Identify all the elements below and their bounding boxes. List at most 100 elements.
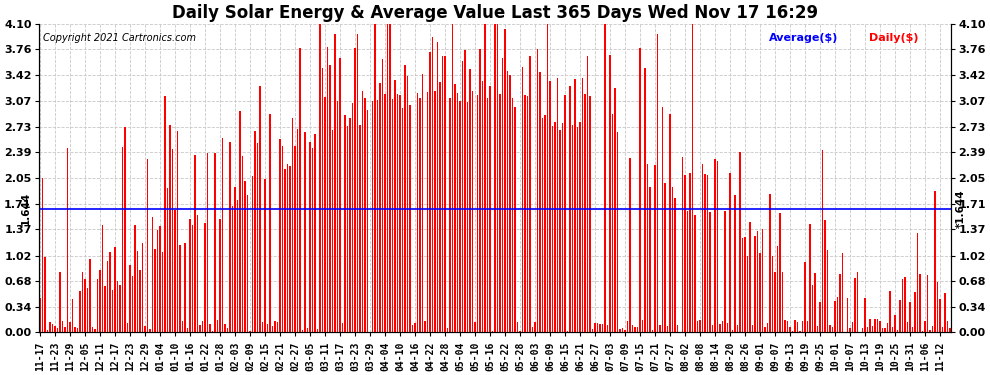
- Bar: [174, 210, 175, 332]
- Bar: [51, 324, 53, 332]
- Bar: [446, 328, 448, 332]
- Bar: [812, 285, 814, 332]
- Bar: [722, 321, 724, 332]
- Bar: [435, 91, 436, 332]
- Bar: [454, 84, 455, 332]
- Bar: [769, 194, 771, 332]
- Bar: [54, 326, 55, 332]
- Bar: [76, 328, 78, 332]
- Bar: [751, 325, 753, 332]
- Bar: [654, 165, 655, 332]
- Bar: [684, 175, 686, 332]
- Bar: [71, 299, 73, 332]
- Bar: [314, 135, 316, 332]
- Bar: [630, 158, 631, 332]
- Bar: [527, 96, 529, 332]
- Bar: [556, 78, 558, 332]
- Bar: [474, 322, 476, 332]
- Bar: [466, 102, 468, 332]
- Bar: [479, 49, 481, 332]
- Bar: [674, 198, 676, 332]
- Bar: [882, 328, 883, 332]
- Bar: [137, 251, 139, 332]
- Bar: [459, 100, 460, 332]
- Bar: [694, 215, 696, 332]
- Bar: [242, 156, 244, 332]
- Bar: [599, 324, 601, 332]
- Bar: [184, 243, 186, 332]
- Bar: [69, 322, 70, 332]
- Bar: [289, 166, 291, 332]
- Bar: [537, 48, 539, 332]
- Bar: [149, 330, 150, 332]
- Bar: [927, 276, 929, 332]
- Bar: [371, 101, 373, 332]
- Bar: [517, 322, 518, 332]
- Bar: [42, 178, 44, 332]
- Bar: [925, 321, 926, 332]
- Bar: [392, 99, 393, 332]
- Bar: [867, 327, 868, 332]
- Bar: [299, 48, 301, 332]
- Bar: [402, 108, 403, 332]
- Bar: [340, 58, 341, 332]
- Bar: [535, 322, 536, 332]
- Bar: [147, 159, 148, 332]
- Bar: [409, 105, 411, 332]
- Bar: [187, 327, 188, 332]
- Bar: [169, 124, 170, 332]
- Bar: [176, 131, 178, 332]
- Bar: [664, 183, 666, 332]
- Bar: [114, 247, 116, 332]
- Bar: [582, 78, 583, 332]
- Bar: [232, 206, 234, 332]
- Bar: [292, 118, 293, 332]
- Bar: [667, 326, 668, 332]
- Bar: [520, 331, 521, 332]
- Bar: [735, 195, 736, 332]
- Bar: [489, 86, 491, 332]
- Bar: [332, 130, 334, 332]
- Bar: [620, 329, 621, 332]
- Bar: [862, 328, 863, 332]
- Bar: [502, 57, 503, 332]
- Bar: [732, 330, 734, 332]
- Bar: [256, 143, 258, 332]
- Bar: [837, 297, 839, 332]
- Bar: [932, 326, 934, 332]
- Bar: [559, 130, 560, 332]
- Bar: [842, 253, 843, 332]
- Bar: [102, 225, 103, 332]
- Bar: [737, 325, 739, 332]
- Bar: [830, 325, 831, 332]
- Bar: [869, 319, 871, 332]
- Bar: [912, 327, 914, 332]
- Bar: [530, 56, 531, 332]
- Bar: [214, 153, 216, 332]
- Bar: [864, 298, 866, 332]
- Bar: [437, 42, 439, 332]
- Bar: [366, 111, 368, 332]
- Bar: [579, 122, 581, 332]
- Bar: [509, 75, 511, 332]
- Text: Average($): Average($): [769, 33, 839, 43]
- Bar: [209, 324, 211, 332]
- Bar: [251, 176, 253, 332]
- Bar: [389, 24, 391, 332]
- Bar: [356, 34, 358, 332]
- Bar: [219, 219, 221, 332]
- Bar: [566, 330, 568, 332]
- Bar: [540, 72, 541, 332]
- Bar: [317, 329, 318, 332]
- Bar: [612, 114, 613, 332]
- Bar: [804, 262, 806, 332]
- Bar: [442, 56, 444, 332]
- Bar: [259, 86, 260, 332]
- Text: *1.644: *1.644: [956, 189, 966, 228]
- Bar: [304, 132, 306, 332]
- Bar: [189, 219, 191, 332]
- Bar: [715, 159, 716, 332]
- Bar: [544, 114, 545, 332]
- Bar: [597, 323, 598, 332]
- Bar: [754, 236, 755, 332]
